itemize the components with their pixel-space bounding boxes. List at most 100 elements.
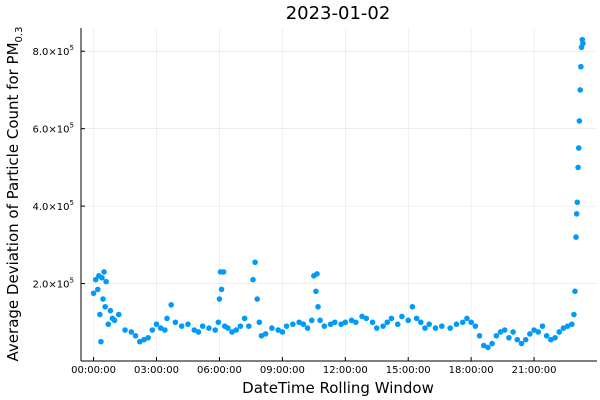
data-point: [409, 303, 416, 310]
data-point: [539, 323, 546, 329]
data-point: [101, 269, 107, 275]
data-point: [254, 296, 260, 302]
data-point: [237, 323, 244, 329]
data-point: [220, 269, 227, 275]
data-point: [388, 315, 395, 322]
data-point: [97, 311, 103, 318]
data-point: [576, 118, 583, 124]
data-point: [141, 336, 147, 343]
data-point: [352, 319, 359, 326]
data-point: [157, 325, 164, 331]
data-point: [438, 323, 445, 329]
data-point: [212, 327, 219, 333]
data-point: [164, 315, 170, 322]
y-tick-label: 2.0×105: [33, 277, 74, 291]
data-point: [168, 302, 174, 308]
data-point: [501, 327, 508, 333]
y-axis-label: Average Deviation of Particle Count for …: [4, 27, 25, 362]
data-point: [575, 164, 581, 171]
data-point: [215, 319, 222, 326]
data-point: [185, 321, 191, 328]
data-point: [476, 333, 483, 339]
data-point: [480, 342, 487, 349]
data-point: [149, 327, 156, 333]
data-point: [518, 340, 525, 347]
data-point: [262, 331, 269, 337]
data-point: [105, 321, 112, 328]
data-point: [107, 307, 114, 314]
data-point: [300, 321, 307, 328]
data-point: [98, 338, 104, 345]
data-point: [548, 336, 554, 343]
data-point: [510, 329, 516, 335]
data-point: [531, 327, 537, 333]
data-point: [405, 317, 412, 324]
data-point: [447, 325, 453, 331]
data-point: [332, 319, 338, 326]
data-point: [283, 323, 290, 329]
data-point: [241, 315, 248, 322]
data-point: [178, 323, 185, 329]
data-point: [314, 271, 320, 277]
x-tick-label: 18:00:00: [449, 365, 494, 376]
data-point: [342, 319, 349, 326]
data-point: [580, 40, 586, 47]
data-point: [399, 313, 405, 320]
data-point: [90, 290, 97, 297]
data-point: [453, 321, 460, 328]
data-point: [153, 321, 160, 328]
data-point: [102, 303, 108, 310]
data-point: [199, 323, 206, 329]
y-axis-label-main: Average Deviation of Particle Count for …: [4, 42, 22, 361]
data-point: [527, 331, 533, 337]
data-point: [348, 317, 355, 324]
data-point: [493, 333, 500, 339]
data-point: [315, 303, 321, 310]
data-point: [321, 323, 328, 329]
data-point: [575, 145, 582, 151]
data-point: [308, 317, 315, 324]
x-axis-label: DateTime Rolling Window: [242, 379, 434, 397]
data-point: [225, 325, 231, 331]
data-point: [571, 311, 577, 318]
chart-title: 2023-01-02: [286, 3, 391, 24]
data-point: [485, 344, 491, 351]
y-axis-label-subscript: 0.3: [14, 27, 25, 43]
data-point: [413, 315, 420, 322]
data-point: [468, 319, 474, 326]
x-tick-label: 00:00:00: [71, 365, 116, 376]
data-point: [162, 327, 168, 333]
data-point: [472, 323, 479, 329]
data-point: [206, 325, 212, 331]
data-point: [216, 296, 223, 302]
data-point: [132, 333, 139, 339]
data-point: [327, 321, 334, 328]
data-point: [564, 323, 571, 329]
x-tick-label: 06:00:00: [197, 365, 242, 376]
data-point: [506, 334, 512, 341]
x-tick-label: 09:00:00: [260, 365, 305, 376]
data-point: [384, 319, 391, 326]
data-point: [574, 199, 581, 206]
data-point: [569, 321, 575, 328]
x-tick-label: 03:00:00: [134, 365, 179, 376]
data-point: [304, 325, 311, 331]
data-point: [422, 325, 428, 331]
data-point: [313, 288, 319, 295]
data-point: [94, 286, 101, 293]
data-point: [246, 323, 252, 329]
x-tick-label: 21:00:00: [512, 365, 557, 376]
data-point: [258, 333, 265, 339]
data-point: [573, 234, 579, 240]
data-point: [522, 336, 529, 343]
data-point: [275, 327, 281, 333]
data-point: [128, 329, 135, 335]
data-point: [514, 336, 521, 343]
data-point: [145, 334, 151, 341]
data-point: [464, 315, 470, 322]
data-point: [250, 276, 256, 283]
data-point: [191, 327, 198, 333]
data-point: [426, 321, 433, 328]
data-point: [560, 325, 567, 331]
data-point: [103, 278, 109, 285]
